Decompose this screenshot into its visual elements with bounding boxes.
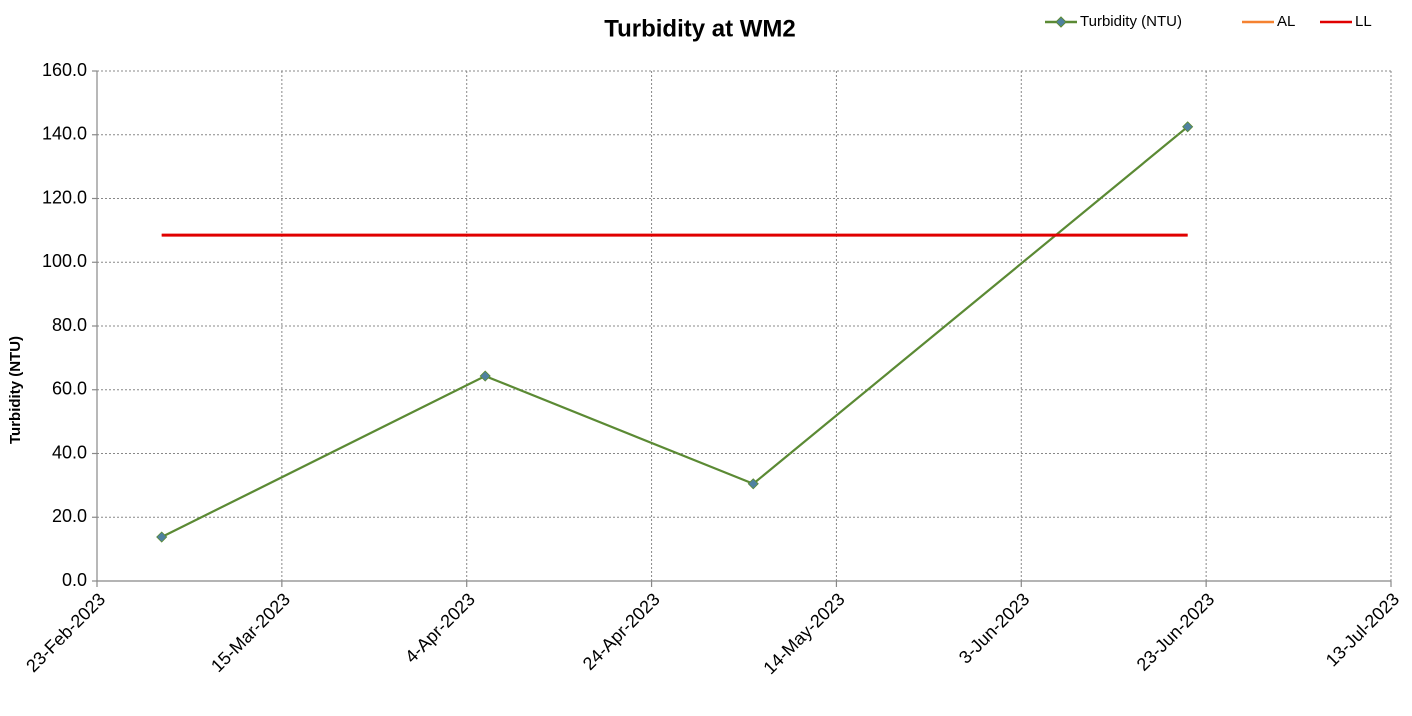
x-tick-label: 15-Mar-2023 — [207, 589, 294, 676]
x-tick-label: 23-Jun-2023 — [1133, 589, 1219, 675]
data-point — [747, 478, 759, 490]
y-tick-label: 100.0 — [42, 251, 87, 271]
data-point — [156, 531, 168, 543]
x-tick-label: 24-Apr-2023 — [579, 589, 664, 674]
x-tick-label: 4-Apr-2023 — [401, 589, 479, 667]
legend-marker — [1055, 16, 1067, 28]
data-point — [1182, 121, 1194, 133]
y-tick-label: 140.0 — [42, 124, 87, 144]
y-tick-label: 20.0 — [52, 506, 87, 526]
series-line — [161, 125, 1189, 538]
y-tick-label: 80.0 — [52, 315, 87, 335]
x-tick-label: 13-Jul-2023 — [1322, 589, 1403, 670]
legend-label: AL — [1277, 13, 1295, 30]
y-tick-label: 120.0 — [42, 187, 87, 207]
x-tick-label: 23-Feb-2023 — [22, 589, 109, 676]
y-tick-label: 160.0 — [42, 60, 87, 80]
y-tick-label: 0.0 — [62, 570, 87, 590]
chart-title: Turbidity at WM2 — [604, 15, 796, 42]
x-tick-label: 3-Jun-2023 — [955, 589, 1034, 668]
y-tick-label: 40.0 — [52, 442, 87, 462]
y-tick-label: 60.0 — [52, 379, 87, 399]
data-point — [479, 370, 491, 382]
legend-label: LL — [1355, 13, 1372, 30]
legend-label: Turbidity (NTU) — [1080, 13, 1182, 30]
y-axis-title: Turbidity (NTU) — [7, 336, 24, 444]
x-tick-label: 14-May-2023 — [759, 589, 848, 678]
